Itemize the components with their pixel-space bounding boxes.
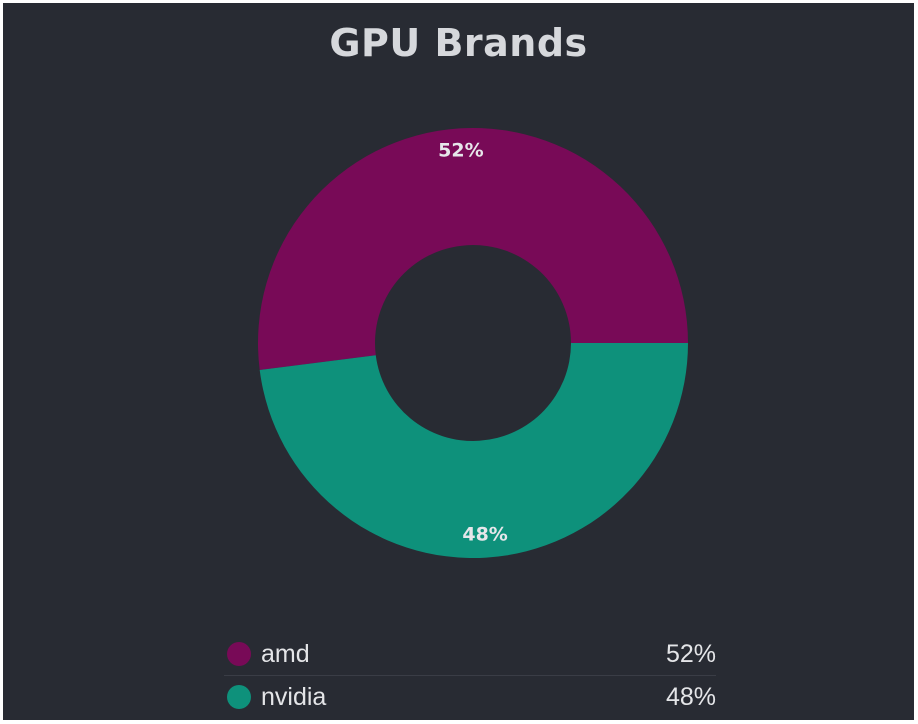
chart-panel: GPU Brands 52% 48% amd 52% nvidia 48% bbox=[3, 3, 914, 720]
chart-title: GPU Brands bbox=[329, 21, 588, 65]
chart-legend: amd 52% nvidia 48% bbox=[224, 633, 716, 718]
donut-chart: 52% 48% bbox=[258, 128, 688, 559]
legend-swatch-amd bbox=[227, 642, 251, 666]
legend-item-nvidia[interactable]: nvidia 48% bbox=[224, 675, 716, 718]
donut-slice-amd[interactable] bbox=[258, 128, 688, 370]
legend-item-amd[interactable]: amd 52% bbox=[224, 633, 716, 675]
legend-label: amd bbox=[261, 639, 310, 668]
legend-label: nvidia bbox=[261, 682, 327, 711]
slice-label-nvidia: 48% bbox=[462, 524, 507, 546]
legend-swatch-nvidia bbox=[227, 685, 251, 709]
slice-label-amd: 52% bbox=[438, 139, 483, 161]
donut-slice-nvidia[interactable] bbox=[259, 343, 688, 559]
legend-value: 52% bbox=[665, 639, 716, 668]
legend-value: 48% bbox=[665, 682, 716, 711]
